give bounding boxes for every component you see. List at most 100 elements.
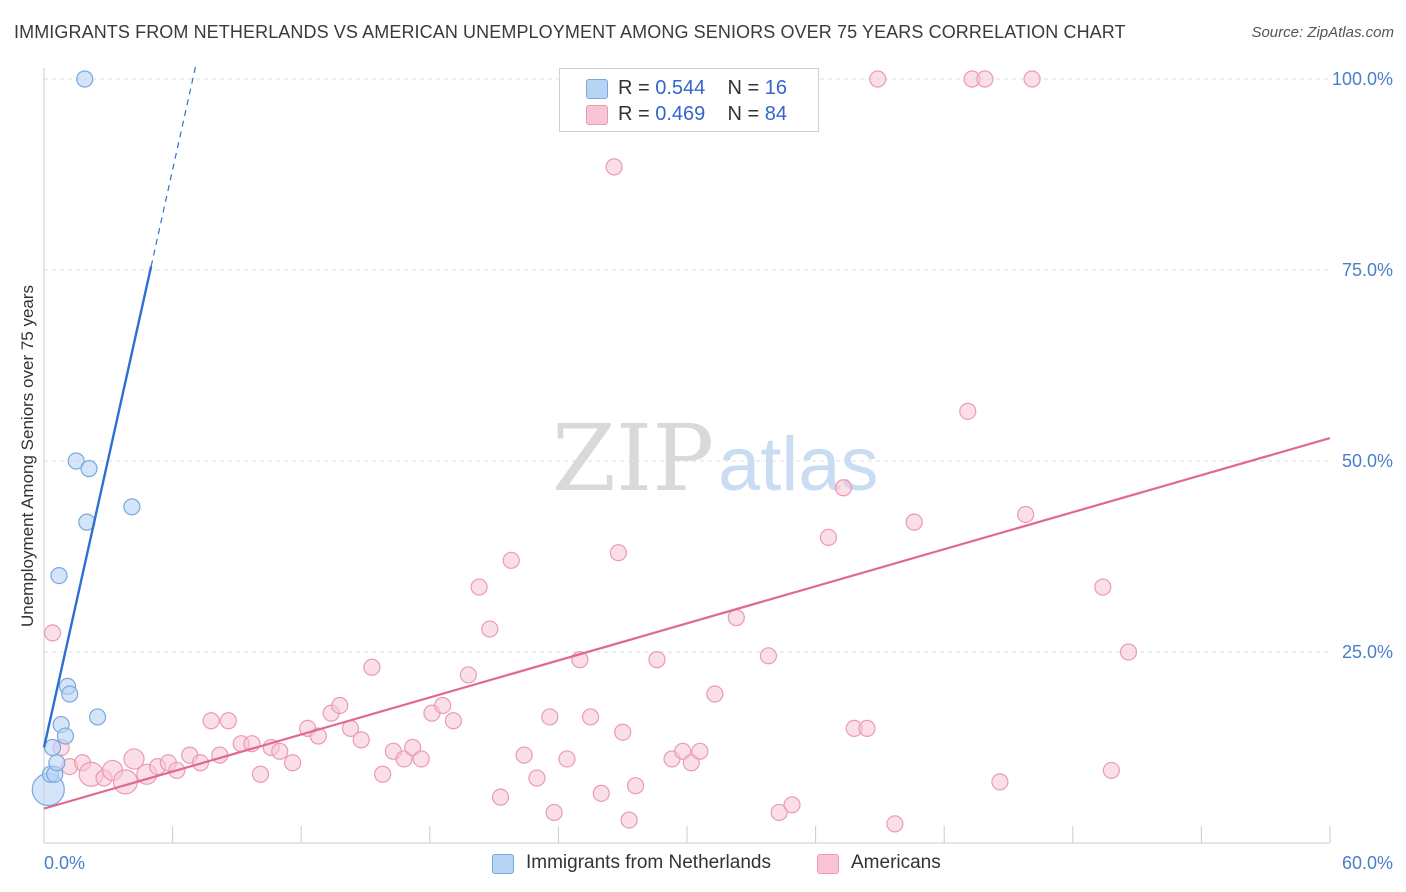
americans-point-61 xyxy=(691,742,709,760)
americans-point-20 xyxy=(251,765,270,783)
americans-point-47 xyxy=(545,803,563,822)
watermark-atlas: atlas xyxy=(718,422,879,507)
americans-point-55 xyxy=(614,723,632,741)
legend-r-label-1: R = xyxy=(618,77,656,99)
americans-point-34 xyxy=(404,738,422,757)
x-tick-marks xyxy=(43,826,1331,843)
americans-point-39 xyxy=(459,666,477,684)
americans-point-35 xyxy=(412,750,430,768)
trend-lines xyxy=(42,63,1331,810)
americans-point-52 xyxy=(605,158,623,176)
americans-point-54 xyxy=(626,777,645,795)
americans-point-63 xyxy=(727,609,745,627)
americans-point-41 xyxy=(481,620,499,638)
netherlands-point-10 xyxy=(67,452,85,470)
bottom-legend-label-americans: Americans xyxy=(851,852,941,873)
legend-r-value-1: 0.544 xyxy=(655,77,706,99)
netherlands-point-4 xyxy=(48,754,66,772)
watermark-zip: ZIP xyxy=(552,405,714,512)
americans-point-37 xyxy=(434,696,452,715)
americans-point-72 xyxy=(869,70,887,88)
americans-point-69 xyxy=(834,479,853,497)
americans-point-66 xyxy=(770,803,788,822)
americans-point-73 xyxy=(886,815,904,833)
americans-point-51 xyxy=(592,784,610,802)
americans-point-77 xyxy=(976,70,994,88)
legend-swatch-blue xyxy=(586,79,608,99)
americans-point-67 xyxy=(783,796,801,814)
source-label: Source: ZipAtlas.com xyxy=(1251,24,1394,41)
chart-title: IMMIGRANTS FROM NETHERLANDS VS AMERICAN … xyxy=(14,22,1126,42)
bottom-legend-swatch-blue xyxy=(492,854,514,874)
americans-point-74 xyxy=(905,513,923,531)
legend-n-label-2: N = xyxy=(727,103,765,125)
americans-point-42 xyxy=(491,788,510,806)
americans-point-8 xyxy=(123,748,145,770)
y-tick-label-50: 50.0% xyxy=(1342,451,1393,471)
netherlands-points xyxy=(31,70,141,807)
y-axis-label: Unemployment Among Seniors over 75 years xyxy=(18,285,37,627)
bottom-legend-swatch-pink xyxy=(817,854,839,874)
americans-point-38 xyxy=(444,712,462,730)
americans-point-53 xyxy=(609,544,628,562)
y-tick-label-75: 75.0% xyxy=(1342,260,1393,280)
americans-point-57 xyxy=(648,651,666,669)
netherlands-point-15 xyxy=(123,498,141,516)
netherlands-point-11 xyxy=(76,70,94,88)
y-tick-labels: 25.0% 50.0% 75.0% 100.0% xyxy=(1332,69,1393,662)
americans-point-40 xyxy=(470,578,488,596)
americans-point-25 xyxy=(309,727,327,745)
americans-point-46 xyxy=(541,708,559,726)
legend-r-value-2: 0.469 xyxy=(655,103,706,125)
americans-point-80 xyxy=(1017,505,1035,524)
americans-point-78 xyxy=(991,773,1009,791)
netherlands-point-9 xyxy=(61,685,79,703)
americans-point-31 xyxy=(374,765,392,783)
americans-point-68 xyxy=(819,528,838,547)
americans-point-23 xyxy=(284,754,302,772)
y-tick-label-25: 25.0% xyxy=(1342,642,1393,662)
americans-point-82 xyxy=(1102,761,1120,780)
netherlands-trend-line-extension xyxy=(150,63,197,267)
x-tick-label-max: 60.0% xyxy=(1342,853,1393,873)
americans-point-43 xyxy=(502,551,520,569)
americans-point-22 xyxy=(271,742,289,760)
americans-point-62 xyxy=(706,685,724,703)
legend-r-label-2: R = xyxy=(618,103,656,125)
americans-point-15 xyxy=(202,712,220,730)
gridlines xyxy=(44,78,1330,653)
americans-point-50 xyxy=(581,708,600,726)
americans-point-30 xyxy=(363,658,381,676)
netherlands-point-13 xyxy=(80,460,98,478)
americans-trend-line xyxy=(43,437,1331,810)
americans-point-16 xyxy=(211,746,229,764)
americans-point-65 xyxy=(759,647,778,665)
watermark: ZIP atlas xyxy=(552,405,879,512)
americans-point-33 xyxy=(395,750,413,768)
y-tick-label-100: 100.0% xyxy=(1332,69,1393,89)
americans-point-27 xyxy=(331,696,349,715)
netherlands-point-14 xyxy=(88,708,107,726)
americans-point-0 xyxy=(43,624,62,642)
netherlands-point-5 xyxy=(50,566,68,585)
legend-n-value-1: 16 xyxy=(764,77,788,99)
americans-point-17 xyxy=(219,712,237,730)
americans-point-29 xyxy=(352,731,370,749)
legend-n-value-2: 84 xyxy=(764,103,788,125)
netherlands-point-7 xyxy=(56,727,75,745)
correlation-legend: R = 0.544 N = 16 R = 0.469 N = 84 xyxy=(559,68,819,132)
legend-n-label-1: N = xyxy=(727,77,765,99)
americans-point-71 xyxy=(858,719,876,738)
americans-point-75 xyxy=(959,402,977,420)
americans-point-59 xyxy=(674,742,692,760)
americans-point-83 xyxy=(1119,643,1138,661)
americans-point-48 xyxy=(558,750,576,768)
netherlands-point-2 xyxy=(43,738,62,757)
netherlands-trend-line xyxy=(42,265,153,748)
americans-point-60 xyxy=(682,754,700,772)
americans-point-44 xyxy=(515,746,533,764)
americans-point-81 xyxy=(1094,578,1112,596)
x-tick-label-min: 0.0% xyxy=(44,853,85,873)
americans-point-45 xyxy=(528,769,546,787)
